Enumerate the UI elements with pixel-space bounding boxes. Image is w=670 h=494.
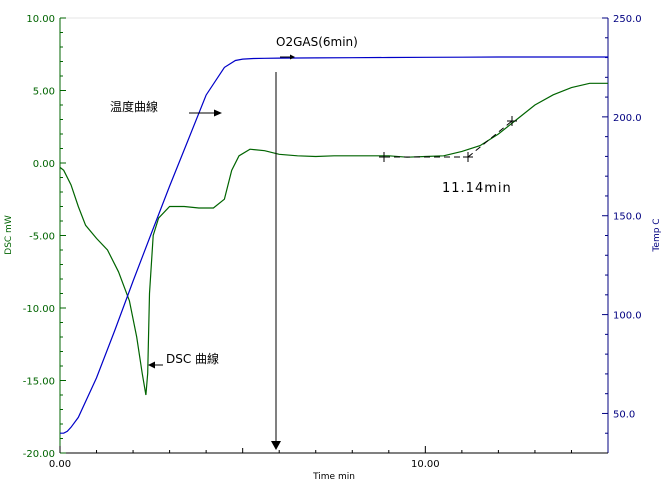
onset-cross-marker-2 bbox=[463, 152, 473, 162]
bottom-tick-label: 0.00 bbox=[49, 459, 71, 470]
right-tick-label: 250.0 bbox=[613, 14, 642, 25]
right-tick-label: 50.0 bbox=[613, 409, 635, 420]
bottom-axis-title: Time min bbox=[312, 472, 355, 482]
left-tick-label: -10.00 bbox=[23, 304, 55, 315]
left-tick-label: 5.00 bbox=[33, 87, 55, 98]
temp-series-line bbox=[60, 56, 608, 434]
right-axis-ticks: 250.0 200.0 150.0 100.0 50.0 bbox=[602, 14, 642, 434]
dsc-curve-annotation: DSC 曲線 bbox=[166, 351, 219, 366]
left-axis-ticks: 10.00 5.00 0.00 -5.00 -10.00 -15.00 -20.00 bbox=[23, 14, 66, 460]
temp-curve-annotation: 温度曲線 bbox=[110, 99, 158, 114]
temp-curve-arrow-head bbox=[214, 109, 222, 117]
o2-gas-arrow-head bbox=[290, 54, 295, 60]
bottom-tick-label: 10.00 bbox=[411, 459, 440, 470]
onset-time-annotation: 11.14min bbox=[442, 181, 512, 196]
o2-gas-annotation: O2GAS(6min) bbox=[276, 35, 358, 49]
right-axis-title: Temp C bbox=[652, 218, 662, 252]
right-tick-label: 150.0 bbox=[613, 212, 642, 223]
bottom-axis-ticks: 0.00 10.00 bbox=[49, 446, 572, 470]
o2-gas-marker-arrowhead bbox=[271, 441, 281, 450]
right-tick-label: 200.0 bbox=[613, 113, 642, 124]
left-tick-label: 10.00 bbox=[26, 14, 55, 25]
left-tick-label: -20.00 bbox=[23, 449, 55, 460]
right-tick-label: 100.0 bbox=[613, 311, 642, 322]
onset-cross-marker-3 bbox=[507, 116, 517, 126]
dsc-series-line bbox=[59, 82, 608, 396]
left-tick-label: 0.00 bbox=[33, 159, 55, 170]
onset-cross-marker-1 bbox=[379, 152, 389, 162]
left-tick-label: -5.00 bbox=[29, 232, 55, 243]
dsc-curve-arrow-head bbox=[148, 361, 155, 369]
left-axis-title: DSC mW bbox=[4, 215, 14, 255]
left-tick-label: -15.00 bbox=[23, 377, 55, 388]
